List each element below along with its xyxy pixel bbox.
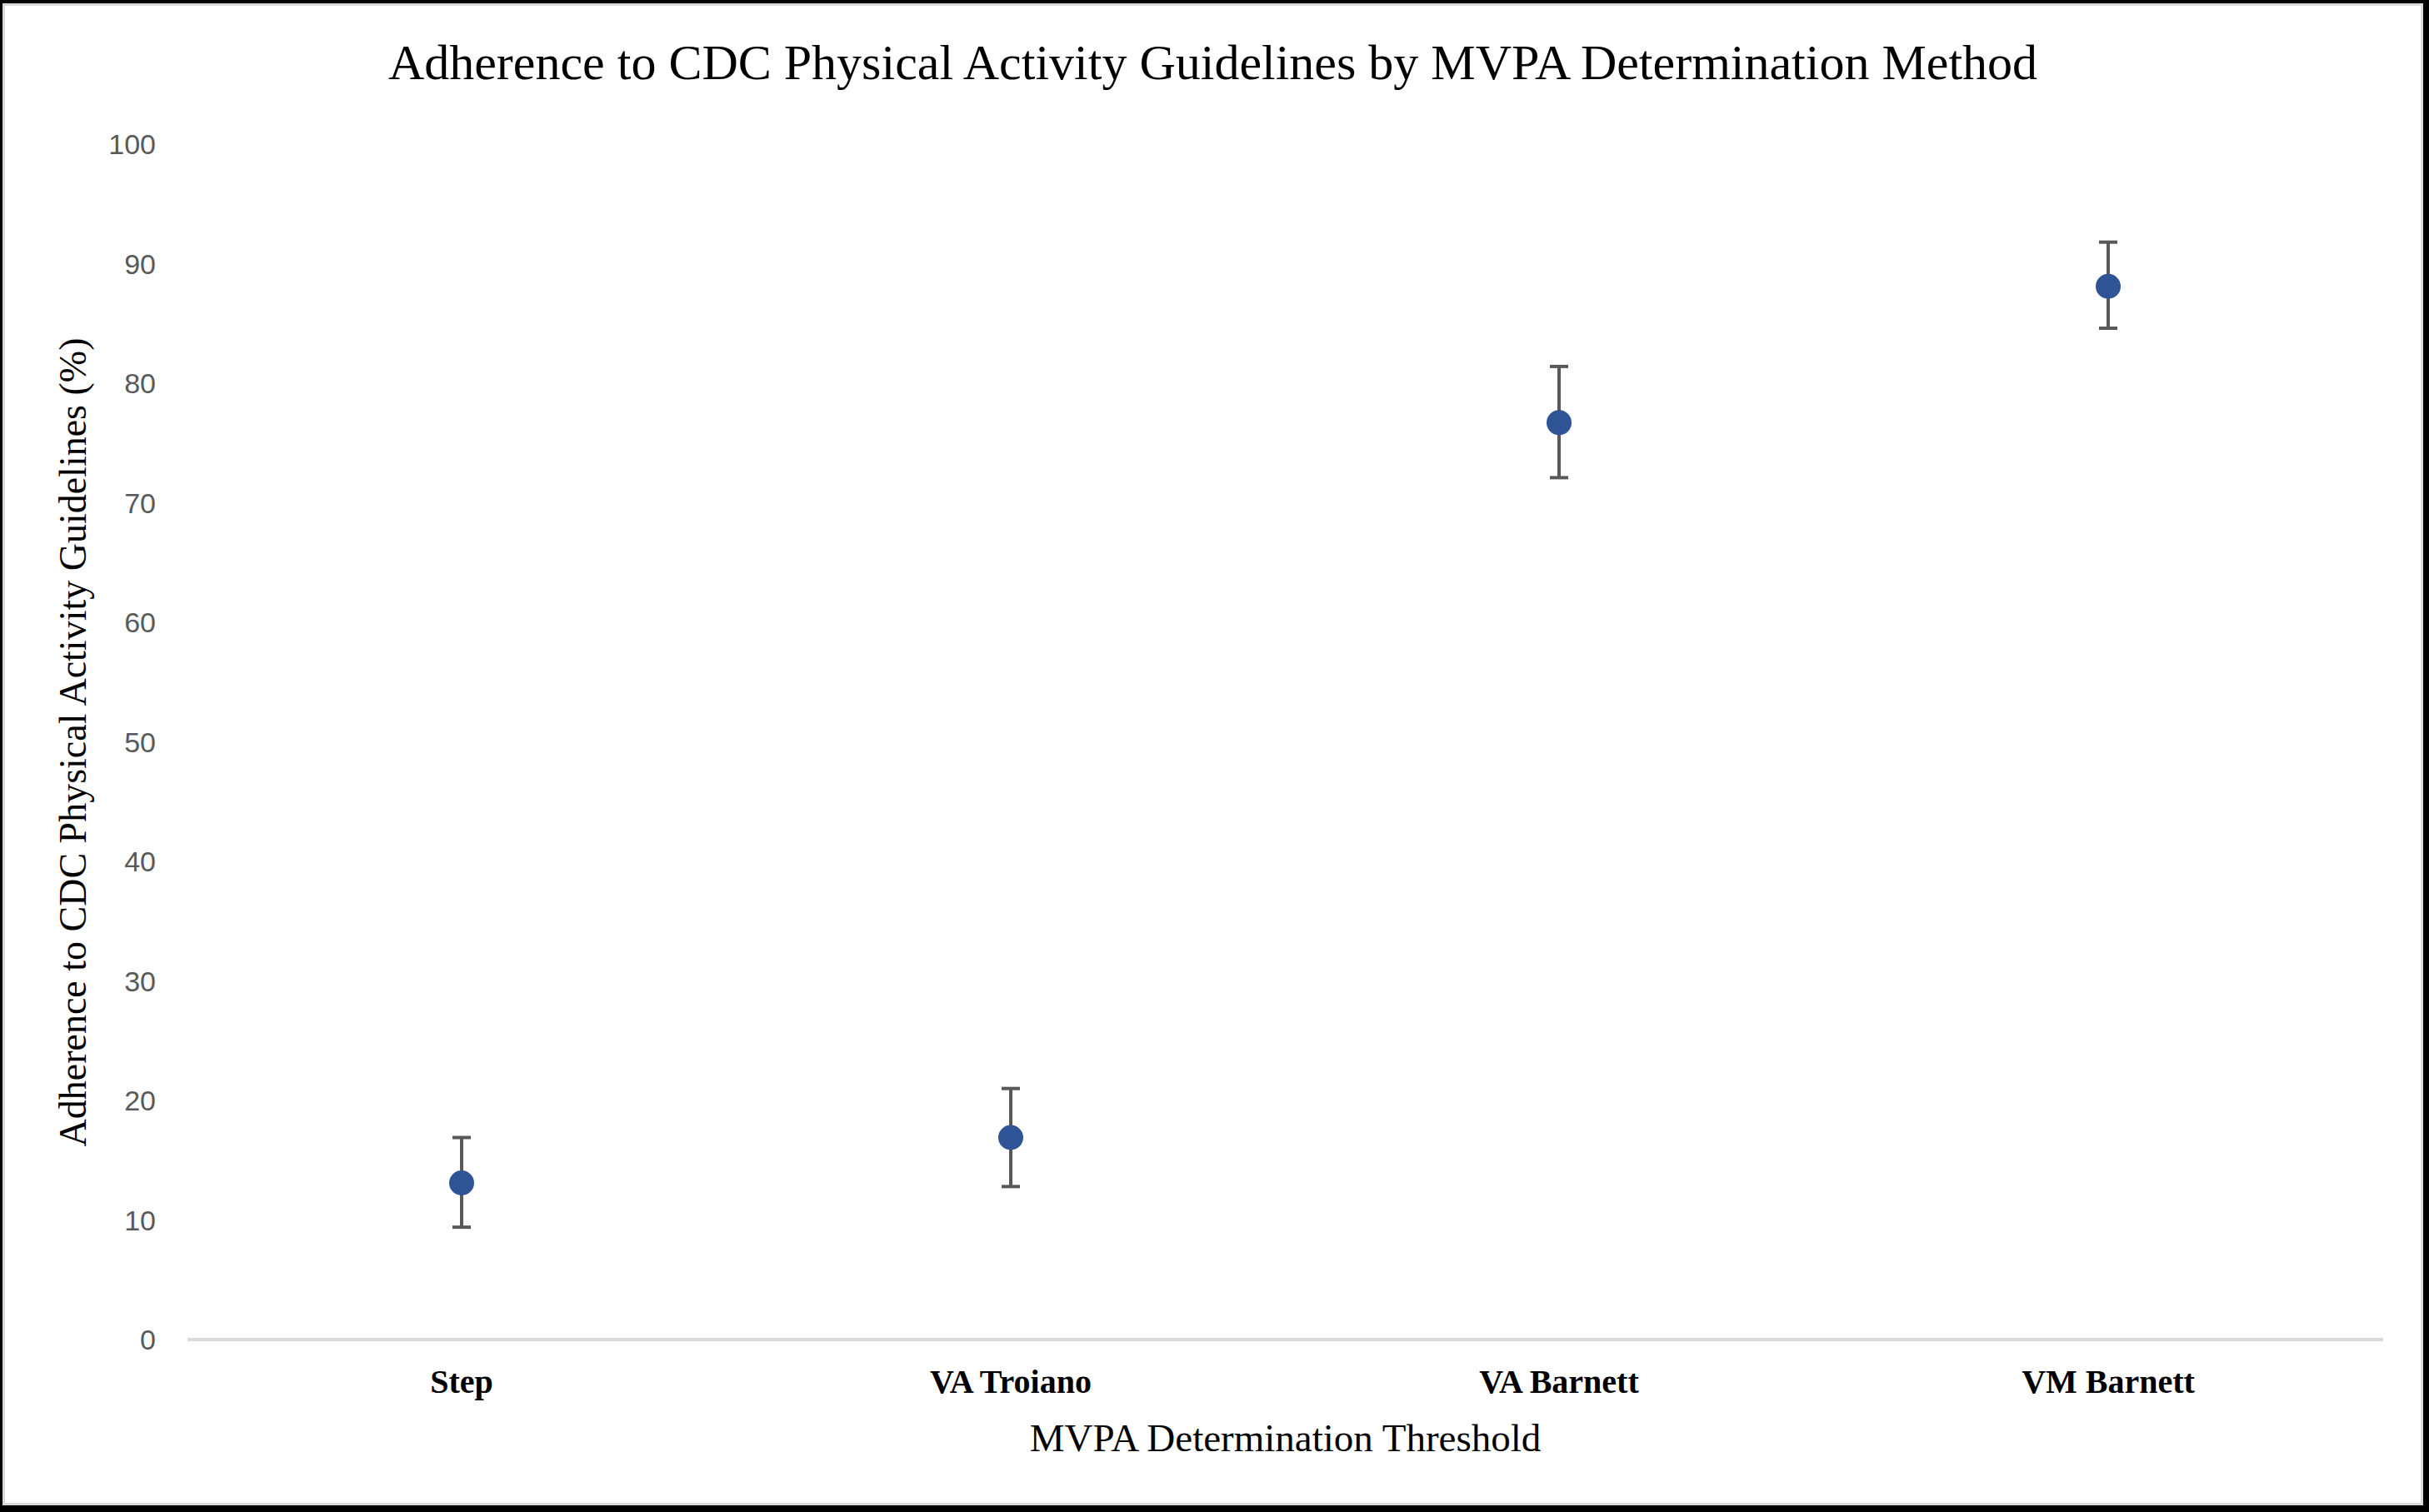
chart-area: Adherence to CDC Physical Activity Guide… [5,6,2421,1503]
data-point-marker [1547,410,1572,435]
data-point-marker [449,1170,474,1195]
x-axis-title: MVPA Determination Threshold [187,1415,2383,1460]
x-category-label: VA Barnett [1376,1362,1742,1401]
x-category-label: VM Barnett [1925,1362,2292,1401]
chart-frame: Adherence to CDC Physical Activity Guide… [2,3,2423,1505]
data-point-marker [2096,274,2121,299]
plot-area [5,6,2421,1503]
x-category-label: VA Troiano [827,1362,1194,1401]
x-category-label: Step [278,1362,645,1401]
data-point-marker [998,1125,1023,1150]
